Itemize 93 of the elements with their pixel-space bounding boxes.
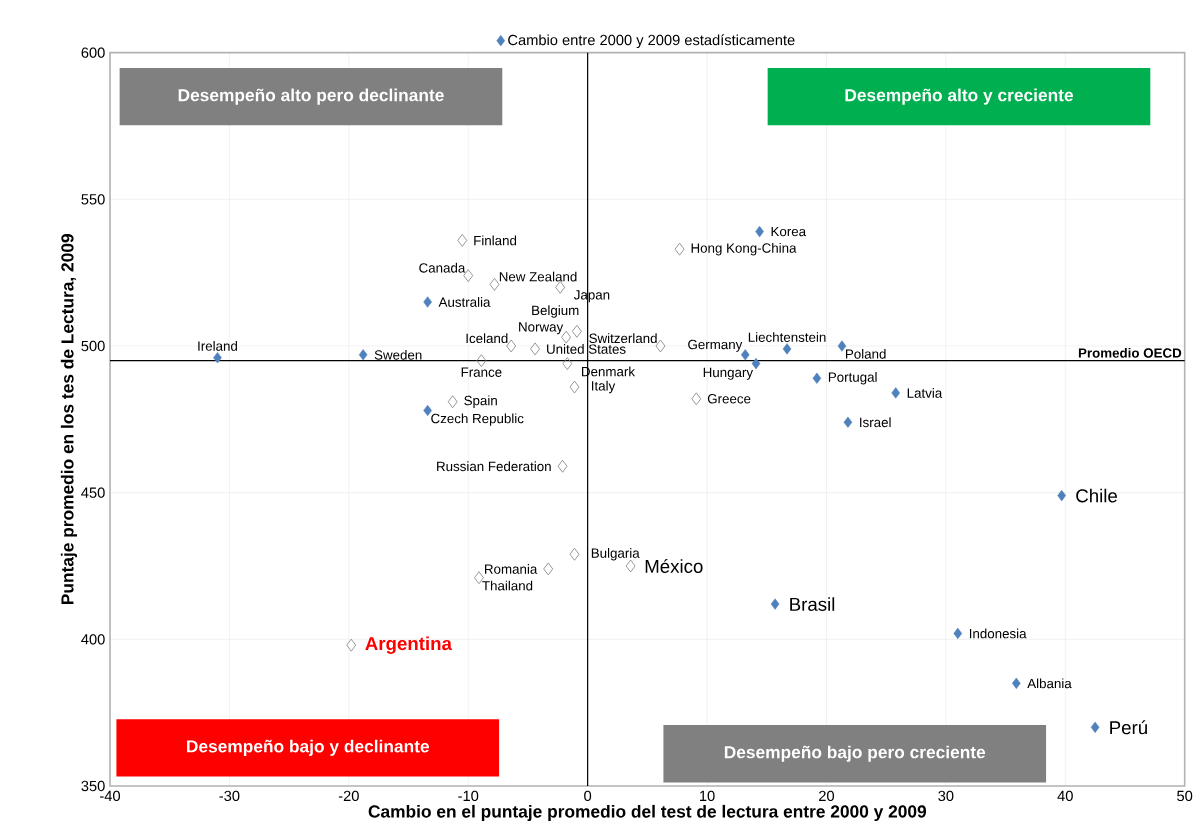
- point: [1012, 677, 1021, 689]
- annotation: Desempeño bajo pero creciente: [724, 745, 986, 762]
- point: [782, 343, 792, 355]
- legend-label: Cambio entre 2000 y 2009 estadísticamente: [508, 34, 795, 49]
- x-tick-label: -30: [219, 790, 240, 802]
- point: [891, 387, 900, 399]
- point: [358, 349, 368, 361]
- point: [213, 352, 222, 364]
- annotation: Canada: [419, 262, 466, 273]
- annotation: Iceland: [466, 333, 508, 344]
- y-tick-label: 350: [81, 780, 105, 792]
- annotation: Argentina: [365, 636, 453, 654]
- annotation: Switzerland: [589, 333, 657, 344]
- y-tick-label: 500: [81, 340, 105, 352]
- point: [740, 349, 750, 361]
- point: [423, 296, 432, 308]
- x-axis-title: Cambio en el puntaje promedio del test de lectura entre 2000 y 2009: [368, 804, 927, 822]
- annotation: Germany: [688, 339, 743, 352]
- y-tick-label: 400: [81, 634, 105, 645]
- point: [463, 269, 474, 282]
- x-tick-label: -40: [100, 790, 121, 802]
- x-tick-label: 20: [819, 790, 835, 802]
- point: [569, 547, 580, 561]
- point: [557, 459, 568, 473]
- annotation: Latvia: [907, 388, 943, 398]
- annotation: Desempeño alto y creciente: [845, 88, 1074, 105]
- annotation: Thailand: [482, 580, 533, 591]
- point: [751, 357, 761, 370]
- point: [837, 340, 847, 352]
- point: [543, 562, 554, 576]
- point: [506, 339, 517, 353]
- annotation: Hong Kong-China: [691, 242, 797, 256]
- annotation: Albania: [1027, 678, 1072, 689]
- annotation: Norway: [519, 322, 564, 335]
- point: [530, 342, 540, 356]
- x-tick-label: 30: [938, 790, 954, 802]
- point: [474, 571, 484, 585]
- annotation: Israel: [860, 417, 891, 428]
- annotation: Desempeño bajo y declinante: [187, 739, 429, 756]
- y-tick-label: 550: [81, 194, 105, 205]
- annotation: New Zealand: [499, 271, 577, 282]
- annotation: Russian Federation: [437, 461, 551, 472]
- annotation: Ireland: [198, 340, 237, 351]
- x-tick-label: -10: [458, 790, 479, 802]
- point: [447, 395, 458, 409]
- annotation: France: [461, 367, 502, 377]
- annotation: Czech Republic: [431, 413, 524, 426]
- annotation: Italy: [592, 380, 616, 394]
- point: [770, 598, 780, 610]
- point: [953, 627, 963, 640]
- point: [812, 372, 822, 384]
- annotation: Portugal: [828, 372, 877, 385]
- point: [569, 380, 580, 394]
- annotation: Spain: [464, 395, 497, 408]
- annotation: Sweden: [374, 349, 422, 360]
- point: [476, 354, 487, 368]
- x-tick-label: 10: [699, 790, 715, 802]
- annotation: Finland: [474, 235, 517, 246]
- point: [1090, 721, 1100, 733]
- annotation: Korea: [771, 226, 807, 237]
- annotation: Hungary: [703, 367, 754, 380]
- annotation: Liechtenstein: [748, 332, 826, 342]
- annotation: Bulgaria: [591, 548, 640, 561]
- x-tick-label: 50: [1177, 790, 1193, 802]
- annotation: Brasil: [790, 597, 835, 611]
- annotation: Romania: [485, 564, 538, 574]
- point: [457, 233, 468, 247]
- annotation: México: [645, 559, 703, 573]
- annotation: Chile: [1076, 488, 1117, 503]
- point: [571, 324, 582, 338]
- point: [489, 277, 500, 291]
- y-tick-label: 450: [81, 487, 105, 498]
- annotation: Belgium: [532, 305, 579, 318]
- annotation: Poland: [845, 348, 886, 359]
- annotation: United States: [547, 344, 626, 354]
- ref-line-label: Promedio OECD: [1078, 347, 1182, 358]
- annotation: Australia: [438, 297, 491, 307]
- point: [655, 339, 666, 353]
- point: [346, 638, 357, 652]
- point: [691, 392, 702, 406]
- x-tick-label: 40: [1057, 790, 1073, 802]
- y-tick-label: 600: [81, 47, 105, 58]
- annotation: Desempeño alto pero declinante: [178, 88, 444, 105]
- y-axis-title: Puntaje promedio en los tes de Lectura, 2009: [60, 234, 77, 605]
- point: [562, 357, 573, 370]
- annotation: Indonesia: [969, 628, 1027, 639]
- annotation: Perú: [1110, 720, 1147, 735]
- x-tick-label: -20: [338, 790, 359, 802]
- point: [674, 242, 685, 256]
- point: [843, 416, 853, 428]
- x-tick-label: 0: [584, 790, 592, 802]
- point: [561, 330, 572, 344]
- annotation: Greece: [707, 394, 751, 404]
